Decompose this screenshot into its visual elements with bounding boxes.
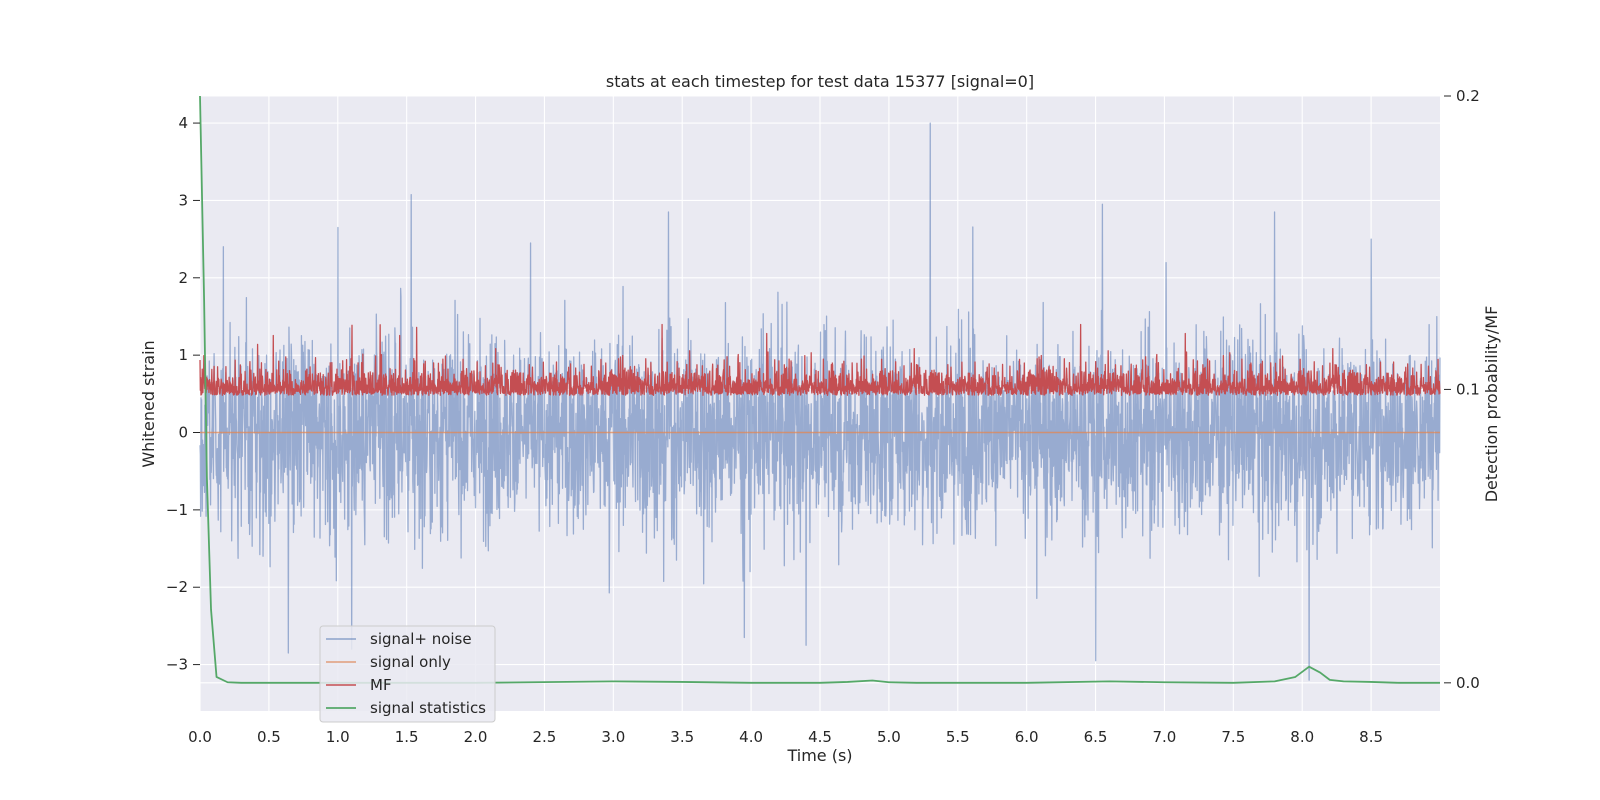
axes-layer: 0.0 0.5 1.0 1.5 2.0 2.5 3.0 3.5 4.0 4.5 5.0 5.5 6.0 6… <box>166 87 1480 746</box>
y-tick-label: 3 <box>178 191 188 209</box>
x-tick-label: 7.5 <box>1221 728 1245 746</box>
mf-line <box>199 323 1441 396</box>
legend-label: signal+ noise <box>370 630 472 648</box>
legend-label: MF <box>370 676 392 694</box>
y-tick-label: −2 <box>166 578 188 596</box>
x-tick-label: 2.0 <box>464 728 488 746</box>
x-tick-label: 1.5 <box>395 728 419 746</box>
chart-title: stats at each timestep for test data 153… <box>606 72 1034 91</box>
x-tick-label: 0.5 <box>257 728 281 746</box>
y-tick-label: 2 <box>178 269 188 287</box>
y2-axis-label: Detection probability/MF <box>1482 306 1501 503</box>
legend-label: signal statistics <box>370 699 486 717</box>
y2-tick-label: 0.2 <box>1456 87 1480 105</box>
x-axis-label: Time (s) <box>786 746 852 765</box>
y2-tick-label: 0.0 <box>1456 674 1480 692</box>
y-tick-label: 1 <box>178 346 188 364</box>
x-tick-label: 1.0 <box>326 728 350 746</box>
y-tick-label: −1 <box>166 501 188 519</box>
series-layer <box>199 95 1441 684</box>
x-tick-label: 4.0 <box>739 728 763 746</box>
x-tick-label: 3.0 <box>601 728 625 746</box>
legend-label: signal only <box>370 653 451 671</box>
y-axis-label: Whitened strain <box>139 340 158 467</box>
x-tick-label: 2.5 <box>533 728 557 746</box>
x-tick-label: 7.0 <box>1153 728 1177 746</box>
x-tick-label: 5.5 <box>946 728 970 746</box>
y-tick-label: 0 <box>178 424 188 442</box>
y-tick-label: 4 <box>178 114 188 132</box>
legend: signal+ noise signal only MF signal statist… <box>319 625 496 723</box>
y-tick-label: −3 <box>166 656 188 674</box>
y2-tick-label: 0.1 <box>1456 380 1480 398</box>
legend-box <box>319 625 496 723</box>
x-tick-label: 5.0 <box>877 728 901 746</box>
signal-statistics-line <box>199 95 1440 684</box>
x-tick-label: 0.0 <box>188 728 212 746</box>
x-tick-label: 3.5 <box>670 728 694 746</box>
x-tick-label: 8.0 <box>1290 728 1314 746</box>
x-tick-label: 6.5 <box>1084 728 1108 746</box>
signal-noise-line <box>199 122 1441 681</box>
x-tick-label: 8.5 <box>1359 728 1383 746</box>
x-tick-label: 4.5 <box>808 728 832 746</box>
x-tick-label: 6.0 <box>1015 728 1039 746</box>
